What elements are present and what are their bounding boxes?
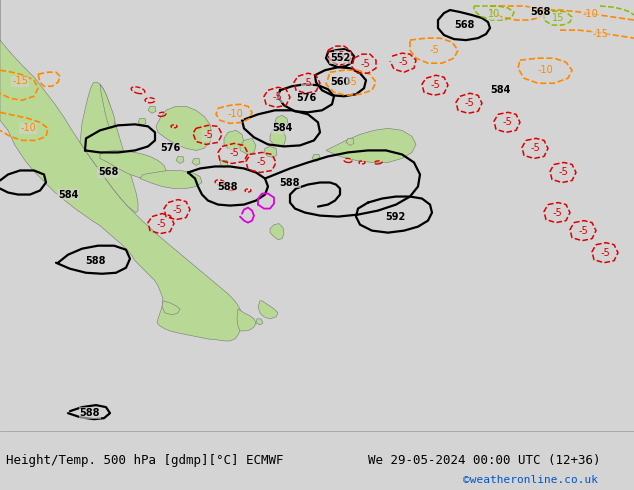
Polygon shape bbox=[256, 319, 263, 325]
Polygon shape bbox=[140, 171, 202, 189]
Text: 568: 568 bbox=[98, 168, 118, 177]
Text: 588: 588 bbox=[217, 181, 238, 192]
Text: -5: -5 bbox=[203, 130, 213, 140]
Text: -5: -5 bbox=[347, 77, 357, 87]
Text: -5: -5 bbox=[430, 80, 440, 90]
Polygon shape bbox=[275, 115, 288, 127]
Text: 560: 560 bbox=[330, 77, 350, 87]
Polygon shape bbox=[224, 130, 244, 150]
Polygon shape bbox=[346, 138, 354, 146]
Text: -5: -5 bbox=[302, 78, 312, 88]
Text: -5: -5 bbox=[600, 248, 610, 258]
Text: -5: -5 bbox=[156, 219, 166, 229]
Polygon shape bbox=[240, 138, 256, 154]
Polygon shape bbox=[176, 156, 184, 164]
Polygon shape bbox=[270, 128, 286, 147]
Text: 10: 10 bbox=[488, 9, 500, 19]
Polygon shape bbox=[237, 309, 256, 331]
Text: 584: 584 bbox=[490, 85, 510, 95]
Text: -5: -5 bbox=[530, 144, 540, 153]
Text: -5: -5 bbox=[558, 168, 568, 177]
Polygon shape bbox=[312, 154, 320, 161]
Text: ©weatheronline.co.uk: ©weatheronline.co.uk bbox=[463, 475, 598, 485]
Text: -15: -15 bbox=[592, 29, 608, 39]
Polygon shape bbox=[100, 84, 115, 128]
Polygon shape bbox=[258, 301, 278, 319]
Text: -5: -5 bbox=[256, 157, 266, 168]
Text: 588: 588 bbox=[280, 177, 301, 188]
Text: 584: 584 bbox=[272, 123, 292, 133]
Text: -5: -5 bbox=[272, 92, 282, 102]
Polygon shape bbox=[192, 158, 200, 166]
Polygon shape bbox=[156, 106, 212, 150]
Polygon shape bbox=[80, 82, 138, 213]
Polygon shape bbox=[326, 128, 416, 163]
Text: Height/Temp. 500 hPa [gdmp][°C] ECMWF: Height/Temp. 500 hPa [gdmp][°C] ECMWF bbox=[6, 454, 284, 467]
Text: -5: -5 bbox=[335, 51, 345, 61]
Text: -5: -5 bbox=[398, 57, 408, 67]
Text: 588: 588 bbox=[85, 256, 105, 266]
Text: -5: -5 bbox=[429, 45, 439, 55]
Text: 15: 15 bbox=[552, 13, 564, 23]
Text: -5: -5 bbox=[578, 225, 588, 236]
Text: -5: -5 bbox=[360, 59, 370, 69]
Polygon shape bbox=[162, 301, 180, 315]
Text: 552: 552 bbox=[330, 53, 350, 63]
Text: -5: -5 bbox=[172, 205, 182, 215]
Polygon shape bbox=[0, 0, 243, 341]
Polygon shape bbox=[148, 106, 156, 113]
Text: -10: -10 bbox=[537, 65, 553, 75]
Text: -10: -10 bbox=[227, 109, 243, 120]
Text: 576: 576 bbox=[160, 144, 180, 153]
Polygon shape bbox=[270, 223, 284, 240]
Text: 568: 568 bbox=[530, 7, 550, 17]
Polygon shape bbox=[100, 150, 167, 180]
Text: -5: -5 bbox=[502, 117, 512, 127]
Text: 584: 584 bbox=[58, 190, 78, 199]
Text: -5: -5 bbox=[229, 148, 239, 158]
Polygon shape bbox=[264, 147, 277, 157]
Text: 568: 568 bbox=[454, 20, 474, 30]
Polygon shape bbox=[220, 160, 228, 168]
Text: 588: 588 bbox=[80, 408, 100, 418]
Text: 592: 592 bbox=[385, 212, 405, 221]
Text: -15: -15 bbox=[12, 76, 28, 86]
Text: -5: -5 bbox=[464, 98, 474, 108]
Text: We 29-05-2024 00:00 UTC (12+36): We 29-05-2024 00:00 UTC (12+36) bbox=[368, 454, 600, 467]
Text: 576: 576 bbox=[296, 93, 316, 103]
Text: -10: -10 bbox=[20, 123, 36, 133]
Text: -5: -5 bbox=[552, 208, 562, 218]
Polygon shape bbox=[138, 118, 146, 125]
Text: -10: -10 bbox=[582, 9, 598, 19]
